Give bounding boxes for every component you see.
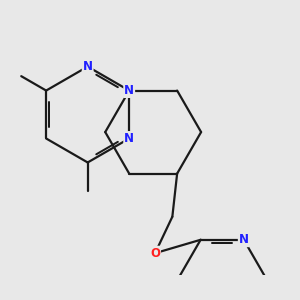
Text: O: O — [150, 247, 160, 260]
Text: N: N — [124, 84, 134, 97]
Text: N: N — [239, 233, 249, 246]
Text: N: N — [124, 132, 134, 145]
Text: N: N — [83, 60, 93, 73]
